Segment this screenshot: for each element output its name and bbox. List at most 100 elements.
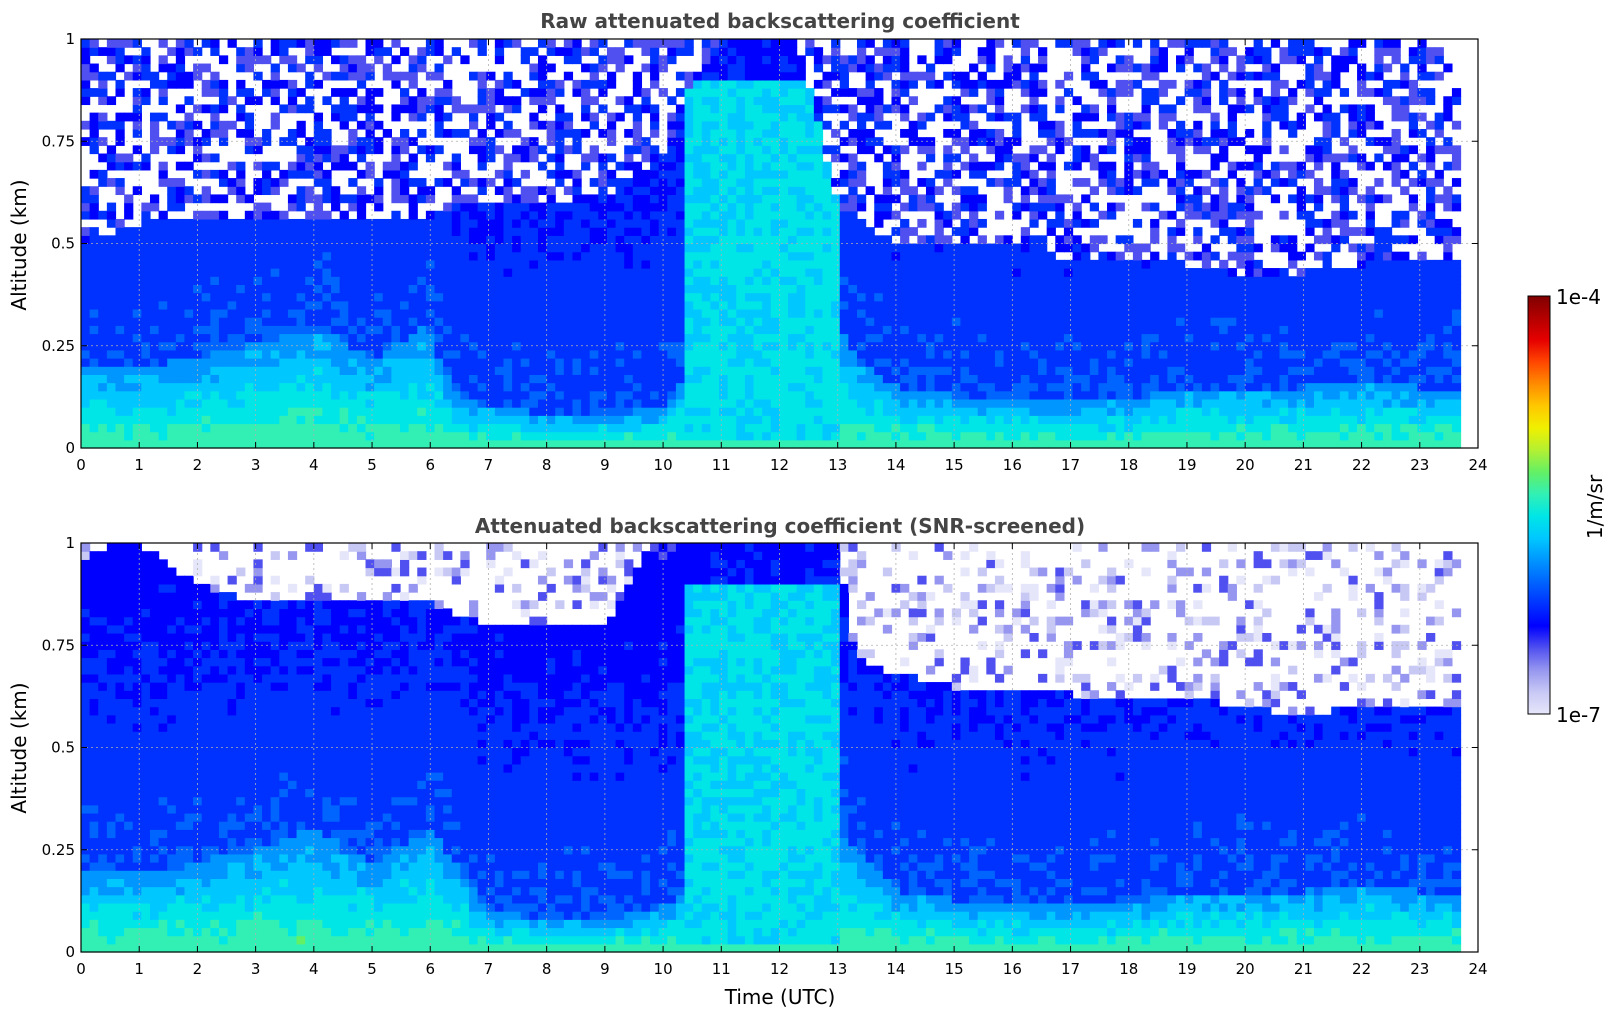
heatmap-cell — [348, 284, 358, 294]
heatmap-cell — [477, 308, 487, 318]
heatmap-cell — [468, 292, 479, 302]
heatmap-cell — [1115, 268, 1125, 277]
heatmap-cell — [434, 325, 444, 335]
heatmap-cell — [805, 169, 815, 179]
heatmap-cell — [98, 382, 108, 392]
heatmap-cell — [563, 366, 574, 375]
heatmap-cell — [529, 251, 539, 261]
heatmap-cell — [477, 407, 487, 416]
heatmap-cell — [529, 423, 539, 433]
heatmap-cell — [1029, 325, 1039, 335]
heatmap-cell — [374, 415, 384, 425]
heatmap-cell — [805, 431, 815, 441]
heatmap-cell — [779, 186, 789, 196]
heatmap-cell — [641, 415, 651, 425]
heatmap-cell — [408, 268, 418, 277]
heatmap-cell — [753, 104, 763, 114]
heatmap-cell — [270, 341, 280, 351]
heatmap-cell — [856, 308, 867, 318]
heatmap-cell — [227, 39, 237, 48]
heatmap-cell — [658, 218, 668, 228]
heatmap-cell — [158, 317, 168, 326]
heatmap-cell — [468, 210, 479, 220]
chart-title: Raw attenuated backscattering coefficien… — [540, 9, 1020, 33]
heatmap-cell — [227, 251, 237, 261]
heatmap-cell — [753, 39, 763, 48]
heatmap-cell — [684, 194, 694, 204]
heatmap-cell — [581, 63, 591, 73]
heatmap-cell — [149, 112, 160, 122]
heatmap-cell — [615, 259, 625, 269]
heatmap-cell — [624, 268, 634, 277]
heatmap-cell — [158, 227, 168, 236]
heatmap-cell — [675, 366, 686, 375]
heatmap-cell — [1020, 439, 1031, 449]
heatmap-cell — [822, 186, 832, 196]
heatmap-cell — [184, 39, 194, 48]
heatmap-cell — [977, 104, 987, 114]
heatmap-cell — [149, 349, 160, 359]
heatmap-cell — [486, 227, 496, 236]
heatmap-cell — [218, 423, 229, 433]
heatmap-cell — [408, 382, 418, 392]
heatmap-cell — [960, 161, 970, 171]
heatmap-cell — [813, 398, 824, 408]
heatmap-cell — [658, 292, 668, 302]
heatmap-cell — [908, 259, 918, 269]
heatmap-cell — [693, 284, 703, 294]
heatmap-cell — [98, 439, 108, 449]
heatmap-cell — [115, 300, 125, 310]
heatmap-cell — [546, 79, 556, 89]
heatmap-cell — [382, 128, 392, 138]
heatmap-cell — [167, 333, 177, 343]
heatmap-cell — [900, 349, 910, 359]
heatmap-cell — [934, 358, 944, 367]
heatmap-cell — [658, 88, 668, 97]
heatmap-cell — [1038, 276, 1048, 285]
heatmap-cell — [1115, 251, 1125, 261]
heatmap-cell — [1003, 292, 1013, 302]
heatmap-cell — [382, 366, 392, 375]
heatmap-cell — [658, 63, 668, 73]
heatmap-cell — [236, 366, 246, 375]
heatmap-cell — [917, 120, 927, 130]
heatmap-cell — [856, 333, 867, 343]
heatmap-cell — [865, 186, 875, 196]
heatmap-cell — [839, 104, 849, 114]
heatmap-cell — [1003, 243, 1013, 253]
heatmap-cell — [512, 153, 522, 163]
heatmap-cell — [736, 374, 746, 384]
heatmap-cell — [296, 243, 306, 253]
heatmap-cell — [1029, 407, 1039, 416]
heatmap-cell — [115, 55, 125, 65]
heatmap-cell — [813, 96, 824, 106]
heatmap-cell — [305, 284, 315, 294]
heatmap-cell — [736, 349, 746, 359]
heatmap-cell — [1012, 415, 1022, 425]
heatmap-cell — [770, 202, 780, 212]
heatmap-cell — [356, 227, 367, 236]
heatmap-cell — [218, 439, 229, 449]
heatmap-cell — [425, 431, 436, 441]
heatmap-cell — [520, 349, 530, 359]
heatmap-cell — [831, 153, 841, 163]
heatmap-cell — [443, 358, 453, 367]
heatmap-cell — [244, 439, 255, 449]
heatmap-cell — [106, 202, 117, 212]
heatmap-cell — [555, 218, 565, 228]
heatmap-cell — [158, 398, 168, 408]
heatmap-cell — [925, 235, 936, 245]
heatmap-cell — [555, 137, 565, 146]
heatmap-cell — [1089, 259, 1100, 269]
heatmap-cell — [468, 382, 479, 392]
heatmap-cell — [339, 300, 349, 310]
heatmap-cell — [227, 120, 237, 130]
heatmap-cell — [512, 358, 522, 367]
heatmap-cell — [779, 235, 789, 245]
heatmap-cell — [167, 415, 177, 425]
heatmap-cell — [1115, 308, 1125, 318]
heatmap-cell — [710, 128, 720, 138]
heatmap-cell — [477, 439, 487, 449]
heatmap-cell — [115, 341, 125, 351]
heatmap-cell — [1038, 178, 1048, 187]
